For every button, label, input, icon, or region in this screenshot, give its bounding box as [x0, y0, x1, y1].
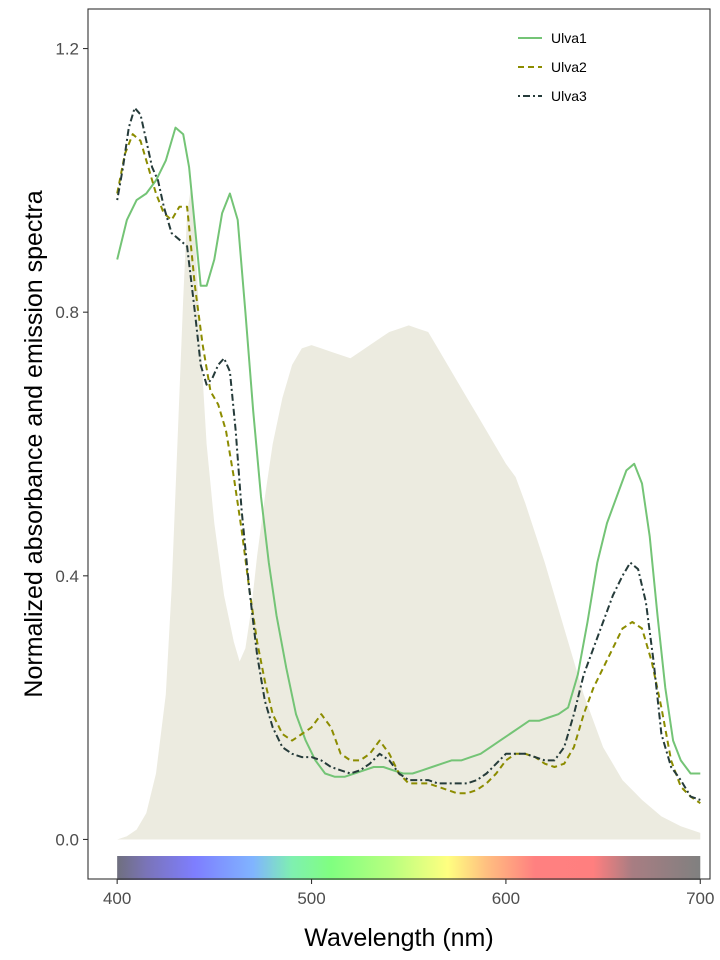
y-tick-label: 0.8 — [55, 303, 79, 322]
y-tick-label: 0.4 — [55, 567, 79, 586]
y-tick-label: 0.0 — [55, 830, 79, 849]
legend-label: Ulva3 — [551, 88, 587, 104]
wavelength-color-bar — [117, 856, 701, 880]
plot-panel-border — [87, 8, 711, 880]
x-tick-label: 400 — [103, 889, 131, 908]
legend-item-ulva1: Ulva1 — [518, 30, 587, 46]
emission-spectrum-area — [117, 187, 701, 840]
series-line-ulva3 — [116, 106, 701, 801]
legend-item-ulva2: Ulva2 — [518, 59, 587, 75]
x-axis-title: Wavelength (nm) — [304, 924, 493, 952]
emission-spectrum-layer — [117, 187, 701, 880]
series-line-ulva2 — [116, 133, 701, 805]
axes-layer: 400 500 600 700 0.0 0.4 0.8 1.2 — [55, 40, 714, 908]
y-axis-title: Normalized absorbance and emission spect… — [20, 190, 48, 697]
x-tick-label: 700 — [686, 889, 714, 908]
x-tick-label: 600 — [492, 889, 520, 908]
y-tick-label: 1.2 — [55, 40, 79, 59]
legend-item-ulva3: Ulva3 — [518, 88, 587, 104]
legend-label: Ulva2 — [551, 59, 587, 75]
absorbance-series-layer — [116, 106, 701, 805]
legend-label: Ulva1 — [551, 30, 587, 46]
x-tick-label: 500 — [297, 889, 325, 908]
legend: Ulva1 Ulva2 Ulva3 — [518, 30, 587, 104]
